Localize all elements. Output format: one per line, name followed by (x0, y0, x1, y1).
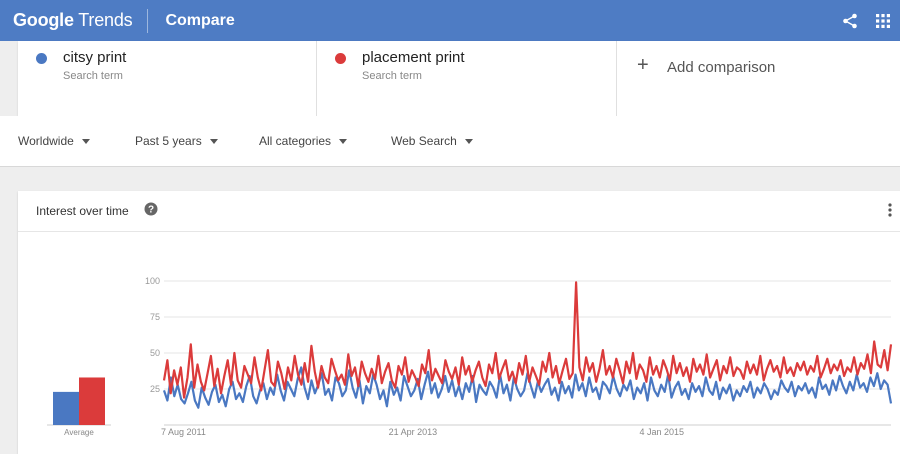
chevron-down-icon (464, 138, 473, 144)
x-tick-label: 21 Apr 2013 (389, 427, 438, 437)
average-bar-1 (53, 391, 79, 425)
y-tick-label: 100 (145, 276, 160, 286)
card-title: Interest over time (36, 204, 129, 218)
filter-time-dropdown[interactable]: Past 5 years (135, 134, 218, 148)
search-terms-bar: citsy print Search term placement print … (18, 41, 900, 116)
search-term-2[interactable]: placement print Search term (317, 41, 617, 116)
term-2-subtitle: Search term (362, 70, 422, 82)
google-trends-logo[interactable]: Google Trends (13, 10, 133, 31)
chevron-down-icon (209, 138, 218, 144)
plus-icon: + (637, 54, 649, 76)
apps-icon[interactable] (876, 13, 890, 28)
header-actions (842, 0, 890, 41)
help-icon[interactable]: ? (144, 202, 158, 221)
filter-search-type-dropdown[interactable]: Web Search (391, 134, 473, 148)
filter-bar: Worldwide Past 5 years All categories We… (0, 116, 900, 167)
svg-text:?: ? (148, 205, 154, 216)
app-header: Google Trends Compare (0, 0, 900, 41)
chevron-down-icon (339, 138, 348, 144)
term-1-color-dot (36, 53, 47, 64)
add-comparison-button[interactable]: + Add comparison (617, 41, 900, 116)
logo-trends-text: Trends (78, 10, 133, 30)
y-tick-label: 75 (150, 312, 160, 322)
term-2-color-dot (335, 53, 346, 64)
filter-time-label: Past 5 years (135, 134, 202, 148)
x-tick-label: 7 Aug 2011 (161, 427, 206, 437)
logo-google-text: Google (13, 10, 74, 30)
add-comparison-label: Add comparison (667, 59, 776, 76)
interest-chart: 100 75 50 25 7 Aug 2011 21 Apr 2013 4 Jan 2015… (47, 276, 893, 437)
filter-category-label: All categories (259, 134, 332, 148)
average-bar-2 (79, 377, 105, 425)
average-label: Average (64, 428, 94, 437)
header-divider (147, 8, 149, 33)
term-1-name: citsy print (63, 49, 127, 66)
share-icon[interactable] (842, 13, 858, 29)
filter-category-dropdown[interactable]: All categories (259, 134, 348, 148)
page-title: Compare (165, 11, 235, 29)
more-vert-icon[interactable] (888, 203, 892, 222)
y-tick-label: 50 (150, 348, 160, 358)
series-line-2 (162, 281, 893, 399)
x-tick-label: 4 Jan 2015 (639, 427, 684, 437)
term-1-subtitle: Search term (63, 70, 123, 82)
filter-region-label: Worldwide (18, 134, 74, 148)
search-term-1[interactable]: citsy print Search term (18, 41, 317, 116)
chevron-down-icon (81, 138, 90, 144)
interest-over-time-card: Interest over time ? 100 75 50 25 7 Aug 2011… (18, 191, 900, 454)
card-header: Interest over time ? (18, 191, 900, 232)
filter-search-type-label: Web Search (391, 134, 457, 148)
y-tick-label: 25 (150, 384, 160, 394)
term-2-name: placement print (362, 49, 465, 66)
filter-region-dropdown[interactable]: Worldwide (18, 134, 90, 148)
